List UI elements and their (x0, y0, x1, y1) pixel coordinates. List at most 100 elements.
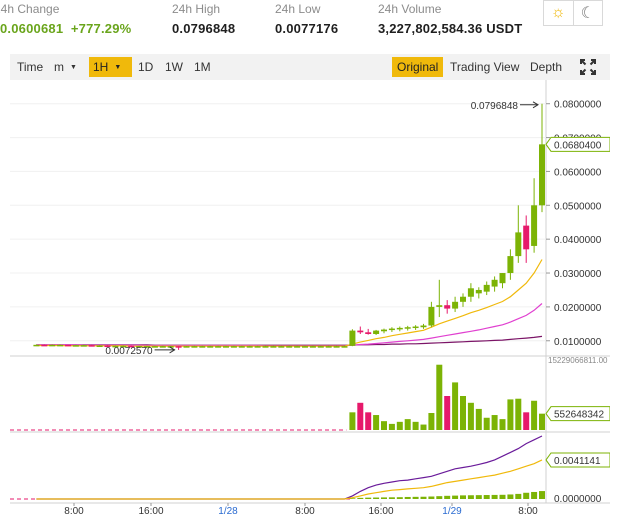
candle-body (499, 273, 506, 284)
indicator-bar (396, 497, 403, 499)
original-tab[interactable]: Original (392, 57, 444, 77)
minute-dropdown[interactable]: m ▼ (50, 57, 84, 77)
candle-body (246, 346, 253, 348)
interval-1w-button[interactable]: 1W (165, 60, 183, 74)
candle-body (531, 205, 538, 246)
candle-body (128, 345, 135, 348)
candle-body (381, 329, 387, 332)
candle-body (357, 330, 364, 333)
tradingview-tab[interactable]: Trading View (450, 60, 520, 74)
current-price-box (545, 136, 610, 152)
candles (33, 103, 545, 350)
candle-body (404, 327, 411, 329)
candle-body (278, 346, 285, 348)
time-tick-label: 16:00 (138, 506, 163, 516)
indicator-bar (428, 496, 435, 499)
candle-body (65, 344, 71, 347)
candle-body (507, 256, 514, 274)
candle-body (467, 288, 474, 297)
fullscreen-button[interactable] (578, 57, 600, 77)
interval-1d-button[interactable]: 1D (138, 60, 154, 74)
candle-body (333, 346, 340, 348)
volume-bar (388, 423, 395, 430)
indicator-bar (349, 498, 356, 499)
candle-body (373, 330, 380, 334)
indicator-bar (404, 496, 411, 499)
current-price-label: 0.0680400 (554, 140, 602, 151)
time-tick-label: 1/28 (218, 506, 238, 516)
price-chart[interactable]: 0.08000000.07000000.06000000.05000000.04… (10, 80, 610, 516)
volume-bar (475, 408, 482, 430)
candle-body (88, 345, 95, 347)
time-tick-label: 16:00 (368, 506, 393, 516)
sun-icon[interactable]: ☼ (544, 1, 574, 25)
volume-bar (436, 364, 443, 430)
indicator-bar (373, 497, 380, 499)
indicator-bar (499, 494, 506, 499)
candle-body (41, 344, 48, 347)
candle-body (428, 306, 435, 326)
volume-bar (523, 412, 530, 430)
interval-1m-button[interactable]: 1M (194, 60, 211, 74)
indicator-bar (483, 495, 490, 499)
moon-icon[interactable]: ☾ (580, 5, 595, 22)
volume-bar (428, 413, 435, 430)
candle-body (388, 328, 395, 331)
candle-body (33, 344, 40, 347)
theme-toggle[interactable]: ☼ ☾ (543, 0, 603, 26)
volume-bar (404, 419, 411, 430)
indicator-bar (507, 494, 514, 499)
candle-body (302, 346, 308, 348)
candle-body (80, 345, 87, 347)
candle-body (491, 279, 498, 287)
price-tick-label: 0.0200000 (554, 303, 602, 314)
indicator-line-yellow (36, 459, 543, 500)
candle-body (136, 346, 143, 348)
candle-body (515, 232, 522, 257)
indicator-bar (515, 493, 522, 499)
indicator-bar (444, 495, 451, 499)
chart-toolbar: Time m ▼ 1H ▼ 1D 1W 1M Original Trading Vi… (10, 54, 610, 80)
time-tick-label: 8:00 (64, 506, 84, 516)
candle-body (262, 346, 269, 348)
volume-bar (507, 399, 514, 430)
volume-value-label: 552648342 (554, 410, 604, 421)
chart-background (10, 80, 610, 516)
time-button[interactable]: Time (17, 60, 44, 74)
candle-body (199, 346, 206, 348)
high-marker-label: 0.0796848 (471, 101, 519, 112)
indicator-bar (475, 495, 482, 499)
volume-bar (349, 412, 356, 430)
candle-body (72, 345, 79, 347)
indicator-pane: 0.0041141 0.0000000 (10, 435, 610, 505)
caret-down-icon: ▼ (70, 63, 77, 71)
volume-bar (467, 402, 474, 430)
stat-value: 0.0077176 (275, 21, 339, 36)
volume-bar (531, 400, 538, 430)
candle-body (412, 326, 419, 329)
candle-body (436, 305, 443, 307)
candle-body (270, 346, 277, 348)
price-tick-label: 0.0500000 (554, 201, 602, 212)
depth-tab[interactable]: Depth (530, 60, 563, 74)
hour-dropdown[interactable]: 1H ▼ (89, 57, 132, 77)
volume-bar (365, 412, 372, 430)
time-tick-label: 8:00 (518, 506, 538, 516)
price-axis: 0.08000000.07000000.06000000.05000000.04… (545, 100, 610, 365)
candle-body (238, 346, 245, 348)
pane-max-label: 15229066811.00 (548, 356, 608, 365)
price-tick-label: 0.0100000 (554, 337, 602, 348)
candle-body (475, 289, 482, 294)
indicator-bar (539, 491, 545, 499)
volume-bar (460, 396, 466, 430)
indicator-bar (412, 496, 419, 499)
arrow-right-icon (169, 346, 176, 354)
candle-body (483, 284, 490, 292)
candle-body (539, 144, 545, 206)
price-tick-label: 0.0600000 (554, 167, 602, 178)
candle-body (151, 346, 158, 348)
volume-bar (491, 415, 498, 430)
volume-bar (452, 382, 459, 430)
arrow-right-icon (532, 101, 539, 109)
